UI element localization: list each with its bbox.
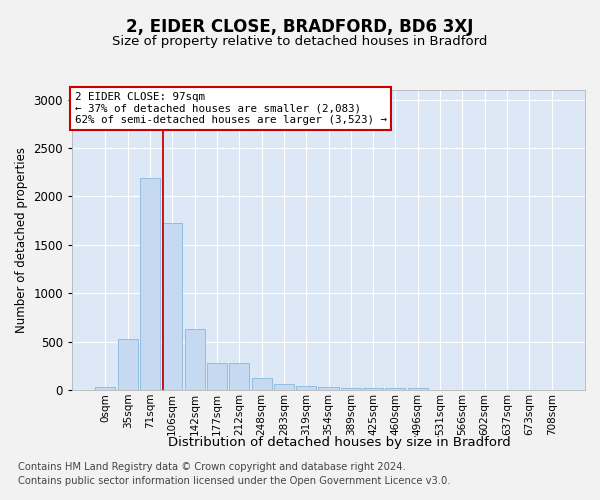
Bar xyxy=(319,387,338,390)
Text: Contains public sector information licensed under the Open Government Licence v3: Contains public sector information licen… xyxy=(18,476,451,486)
Bar xyxy=(140,178,160,390)
Bar xyxy=(274,384,294,390)
Bar xyxy=(385,388,406,390)
Bar xyxy=(185,328,205,390)
Text: 2, EIDER CLOSE, BRADFORD, BD6 3XJ: 2, EIDER CLOSE, BRADFORD, BD6 3XJ xyxy=(127,18,473,36)
Text: 2 EIDER CLOSE: 97sqm
← 37% of detached houses are smaller (2,083)
62% of semi-de: 2 EIDER CLOSE: 97sqm ← 37% of detached h… xyxy=(74,92,386,124)
Bar xyxy=(162,222,182,390)
Bar xyxy=(341,388,361,390)
Bar xyxy=(229,364,249,390)
Bar xyxy=(95,387,115,390)
Bar xyxy=(118,339,138,390)
Text: Distribution of detached houses by size in Bradford: Distribution of detached houses by size … xyxy=(167,436,511,449)
Text: Contains HM Land Registry data © Crown copyright and database right 2024.: Contains HM Land Registry data © Crown c… xyxy=(18,462,406,472)
Y-axis label: Number of detached properties: Number of detached properties xyxy=(15,147,28,333)
Bar xyxy=(363,388,383,390)
Bar xyxy=(207,364,227,390)
Bar xyxy=(251,378,272,390)
Bar xyxy=(296,386,316,390)
Bar xyxy=(408,388,428,390)
Text: Size of property relative to detached houses in Bradford: Size of property relative to detached ho… xyxy=(112,35,488,48)
